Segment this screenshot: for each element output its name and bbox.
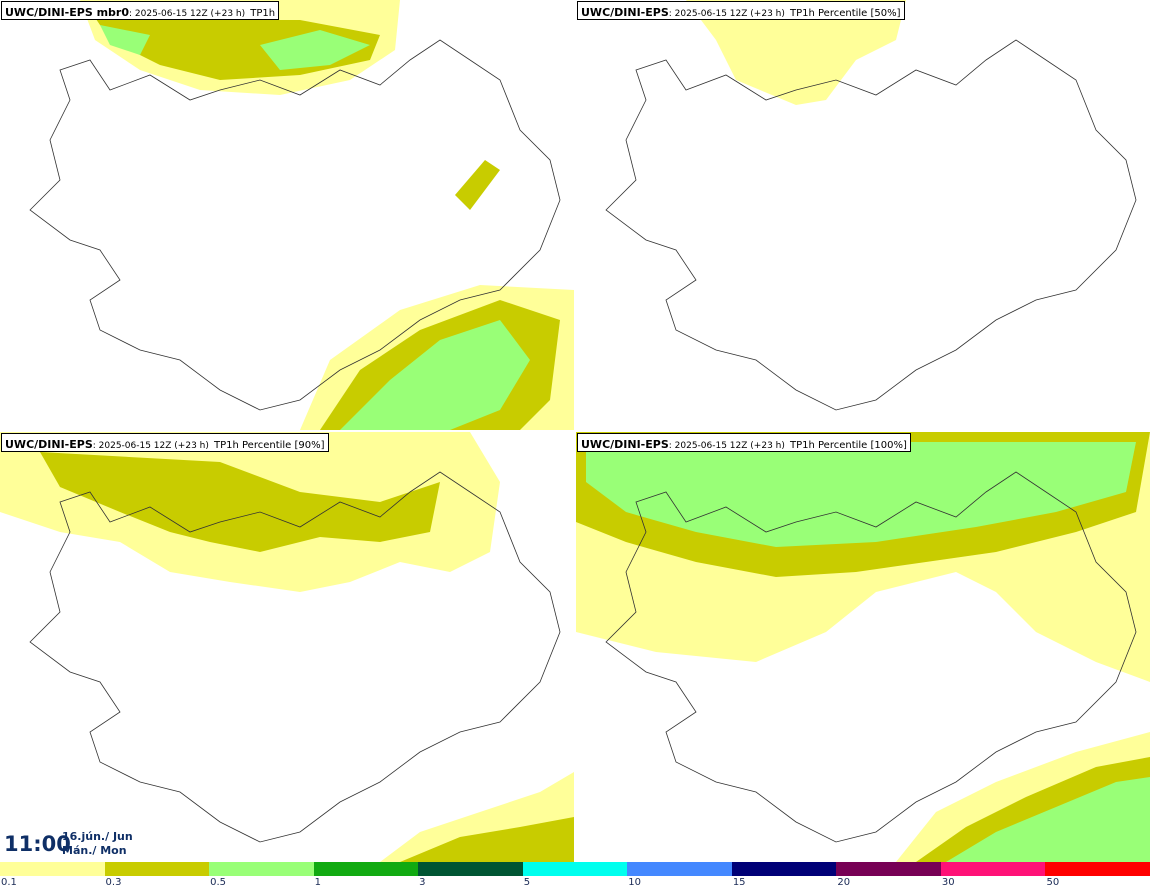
precip-area-light [686,0,906,105]
precip-area-moderate-se [400,817,574,862]
panel-title: UWC/DINI-EPS: 2025-06-15 12Z (+23 h) TP1… [577,1,905,20]
map-panel-mbr0: UWC/DINI-EPS mbr0: 2025-06-15 12Z (+23 h… [0,0,574,430]
legend-tick-label: 30 [941,877,955,888]
panel-divider [0,430,1150,432]
precip-area-heavy [100,25,370,70]
run-info: : 2025-06-15 12Z (+23 h) [129,9,246,19]
precip-area-heavy-se [946,777,1150,862]
legend-swatch [313,862,419,876]
precip-area-heavy-se [340,320,530,430]
legend-tick-label: 15 [732,877,746,888]
legend-swatch [104,862,210,876]
date-line: 16.jún./ Jun [62,830,133,843]
legend-swatch [1045,862,1150,876]
legend-tick-label: 0.5 [210,877,226,888]
legend-swatch [0,862,105,876]
panel-title: UWC/DINI-EPS: 2025-06-15 12Z (+23 h) TP1… [577,433,911,452]
precip-map [605,0,1137,411]
map-panel-p50: UWC/DINI-EPS: 2025-06-15 12Z (+23 h) TP1… [576,0,1150,430]
variable-name: TP1h Percentile [100%] [789,440,907,451]
model-name: UWC/DINI-EPS mbr0 [5,6,129,19]
variable-name: TP1h Percentile [90%] [213,440,325,451]
valid-time: 11:00 [4,832,71,856]
precip-map [29,0,574,430]
legend-swatch [940,862,1046,876]
legend-tick-label: 5 [523,877,531,888]
run-info: : 2025-06-15 12Z (+23 h) [668,441,785,451]
coastline [605,471,1137,843]
coastline [605,39,1137,411]
legend-swatch [836,862,941,876]
legend-tick-label: 10 [628,877,641,888]
legend-tick-label: 1 [314,877,321,888]
legend-swatch [731,862,837,876]
coastline [29,39,561,411]
variable-name: TP1h [250,8,276,19]
panel-title: UWC/DINI-EPS mbr0: 2025-06-15 12Z (+23 h… [1,1,280,20]
weekday-line: Mán./ Mon [62,844,127,857]
variable-name: TP1h Percentile [50%] [789,8,901,19]
run-info: : 2025-06-15 12Z (+23 h) [92,441,209,451]
legend-tick-label: 20 [837,877,851,888]
valid-time-box: 11:00 16.jún./ Jun Mán./ Mon [0,826,140,862]
precip-area-east [455,160,500,210]
legend-tick-label: 0.1 [1,877,17,888]
legend-swatch [522,862,628,876]
run-info: : 2025-06-15 12Z (+23 h) [668,9,785,19]
map-panel-p90: UWC/DINI-EPS: 2025-06-15 12Z (+23 h) TP1… [0,432,574,862]
precip-area-moderate [40,452,440,552]
valid-date: 16.jún./ Jun Mán./ Mon [62,830,133,858]
color-legend [0,862,1150,876]
panel-title: UWC/DINI-EPS: 2025-06-15 12Z (+23 h) TP1… [1,433,329,452]
legend-swatch [418,862,523,876]
legend-tick-label: 0.3 [105,877,122,888]
precip-map [0,432,574,862]
model-name: UWC/DINI-EPS [581,6,669,19]
map-panel-p100: UWC/DINI-EPS: 2025-06-15 12Z (+23 h) TP1… [576,432,1150,862]
legend-tick-label: 3 [419,877,426,888]
legend-tick-label: 50 [1046,877,1060,888]
precip-area-heavy [586,442,1136,547]
coastline [29,471,561,843]
precip-map [576,432,1150,862]
legend-ticks: 0.1 0.3 0.5 1 3 5 10 15 20 30 50 [0,876,1150,891]
model-name: UWC/DINI-EPS [581,438,669,451]
legend-swatch [209,862,314,876]
legend-swatch [627,862,732,876]
model-name: UWC/DINI-EPS [5,438,93,451]
